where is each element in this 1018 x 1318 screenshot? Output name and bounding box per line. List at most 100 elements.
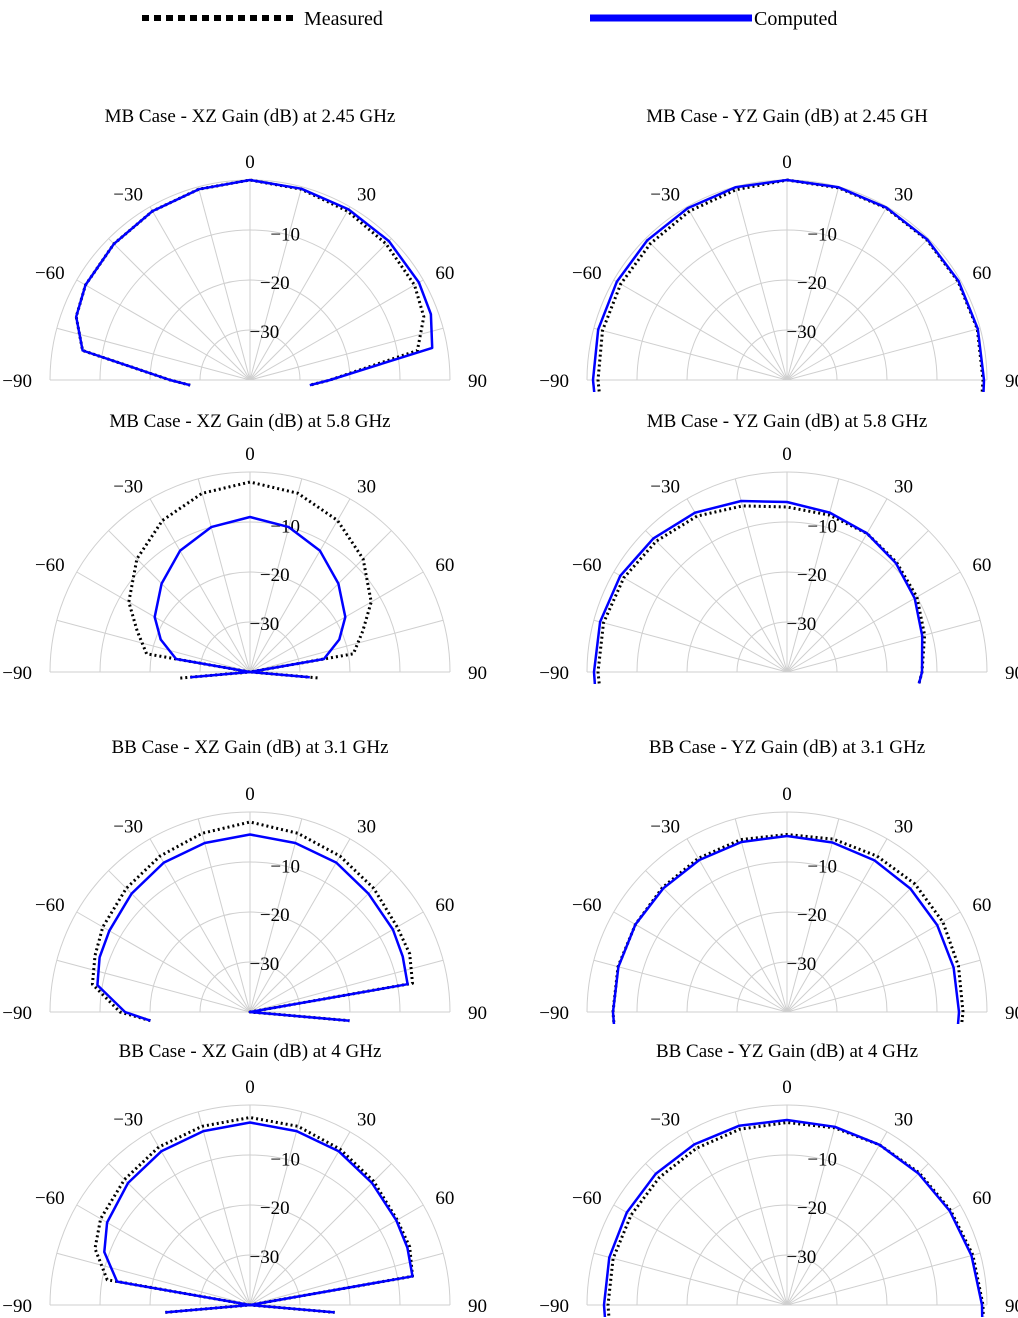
legend: Measured Computed bbox=[142, 8, 837, 30]
theta-tick-label: 0 bbox=[245, 444, 255, 465]
computed-series-line bbox=[611, 834, 961, 1024]
theta-tick-label: −90 bbox=[539, 663, 569, 684]
r-tick-label: −30 bbox=[250, 954, 280, 975]
r-tick-label: −30 bbox=[250, 1247, 280, 1268]
grid-spoke bbox=[613, 571, 788, 673]
grid-spoke bbox=[593, 1252, 788, 1306]
grid-spoke bbox=[786, 911, 961, 1013]
theta-tick-label: −90 bbox=[2, 371, 32, 392]
r-tick-label: −20 bbox=[260, 1198, 290, 1219]
grid-spoke bbox=[686, 838, 788, 1013]
polar-grid bbox=[49, 471, 451, 673]
measured-series-line bbox=[90, 820, 414, 1023]
computed-series-line bbox=[74, 178, 434, 387]
theta-tick-label: −30 bbox=[113, 817, 143, 838]
grid-spoke bbox=[56, 959, 251, 1013]
r-tick-label: −30 bbox=[787, 322, 817, 343]
grid-spoke bbox=[786, 1252, 981, 1306]
grid-spoke bbox=[613, 279, 788, 381]
r-tick-label: −20 bbox=[260, 565, 290, 586]
theta-tick-label: 60 bbox=[972, 895, 991, 916]
grid-spoke bbox=[786, 327, 981, 381]
polar-grid bbox=[49, 811, 451, 1013]
grid-spoke bbox=[593, 327, 788, 381]
theta-tick-label: −30 bbox=[113, 477, 143, 498]
grid-spoke bbox=[786, 571, 961, 673]
grid-spoke bbox=[786, 478, 840, 673]
grid-spoke bbox=[734, 1111, 788, 1306]
grid-spoke bbox=[197, 818, 251, 1013]
theta-tick-label: 30 bbox=[894, 185, 913, 206]
grid-spoke bbox=[56, 619, 251, 673]
grid-spoke bbox=[249, 818, 303, 1013]
theta-tick-label: 60 bbox=[435, 555, 454, 576]
grid-spoke bbox=[197, 478, 251, 673]
r-tick-label: −10 bbox=[270, 856, 300, 877]
grid-spoke bbox=[645, 530, 788, 673]
r-tick-label: −30 bbox=[787, 614, 817, 635]
polar-plot: MB Case - YZ Gain (dB) at 2.45 GH −90 −60 −… bbox=[539, 106, 1018, 392]
theta-tick-label: 90 bbox=[1005, 371, 1018, 392]
grid-spoke bbox=[593, 959, 788, 1013]
grid-spoke bbox=[249, 619, 444, 673]
grid-spoke bbox=[786, 818, 840, 1013]
chart-title: BB Case - XZ Gain (dB) at 4 GHz bbox=[119, 1041, 382, 1062]
measured-series-line bbox=[596, 178, 985, 392]
grid-spoke bbox=[197, 186, 251, 381]
grid-spoke bbox=[56, 1252, 251, 1306]
r-tick-label: −20 bbox=[797, 565, 827, 586]
grid-spoke bbox=[76, 279, 251, 381]
grid-spoke bbox=[613, 1204, 788, 1306]
theta-tick-label: −90 bbox=[539, 1003, 569, 1024]
theta-tick-label: 90 bbox=[468, 1296, 487, 1317]
grid-spoke bbox=[613, 911, 788, 1013]
theta-tick-label: −30 bbox=[113, 185, 143, 206]
theta-tick-label: 30 bbox=[894, 817, 913, 838]
theta-tick-label: −60 bbox=[572, 895, 602, 916]
computed-series-line bbox=[103, 1121, 414, 1314]
polar-plot: BB Case - YZ Gain (dB) at 4 GHz −90 −60 −30… bbox=[539, 1041, 1018, 1317]
computed-series-line bbox=[96, 833, 409, 1022]
theta-tick-label: −60 bbox=[572, 1188, 602, 1209]
r-tick-label: −30 bbox=[787, 954, 817, 975]
theta-tick-label: 90 bbox=[468, 371, 487, 392]
grid-spoke bbox=[76, 571, 251, 673]
grid-spoke bbox=[249, 571, 424, 673]
r-tick-label: −10 bbox=[807, 224, 837, 245]
grid-spoke bbox=[76, 911, 251, 1013]
grid-spoke bbox=[734, 478, 788, 673]
r-tick-label: −20 bbox=[260, 273, 290, 294]
grid-spoke bbox=[249, 1131, 351, 1306]
theta-tick-label: 90 bbox=[1005, 1296, 1018, 1317]
theta-tick-label: 0 bbox=[782, 784, 792, 805]
theta-tick-label: −90 bbox=[2, 1296, 32, 1317]
theta-tick-label: −30 bbox=[650, 185, 680, 206]
grid-spoke bbox=[249, 838, 351, 1013]
legend-measured-label: Measured bbox=[304, 8, 383, 30]
grid-spoke bbox=[249, 498, 351, 673]
grid-spoke bbox=[249, 327, 444, 381]
grid-spoke bbox=[149, 206, 251, 381]
grid-spoke bbox=[249, 206, 351, 381]
theta-tick-label: 90 bbox=[1005, 1003, 1018, 1024]
grid-spoke bbox=[645, 1163, 788, 1306]
grid-spoke bbox=[249, 186, 303, 381]
polar-plot: MB Case - YZ Gain (dB) at 5.8 GHz −90 −60 −… bbox=[539, 411, 1018, 684]
theta-tick-label: 90 bbox=[468, 1003, 487, 1024]
theta-tick-label: −90 bbox=[2, 663, 32, 684]
grid-spoke bbox=[197, 1111, 251, 1306]
grid-spoke bbox=[249, 530, 392, 673]
theta-tick-label: 30 bbox=[357, 185, 376, 206]
theta-tick-label: 60 bbox=[972, 555, 991, 576]
chart-title: MB Case - YZ Gain (dB) at 2.45 GH bbox=[646, 106, 928, 127]
grid-spoke bbox=[786, 1111, 840, 1306]
r-tick-label: −30 bbox=[250, 614, 280, 635]
r-tick-label: −20 bbox=[797, 273, 827, 294]
polar-plot: BB Case - XZ Gain (dB) at 3.1 GHz −90 −60 −… bbox=[2, 737, 487, 1024]
measured-series-line bbox=[127, 480, 373, 680]
grid-spoke bbox=[108, 1163, 251, 1306]
r-tick-label: −30 bbox=[787, 1247, 817, 1268]
r-tick-label: −10 bbox=[270, 1149, 300, 1170]
theta-tick-label: 60 bbox=[972, 263, 991, 284]
